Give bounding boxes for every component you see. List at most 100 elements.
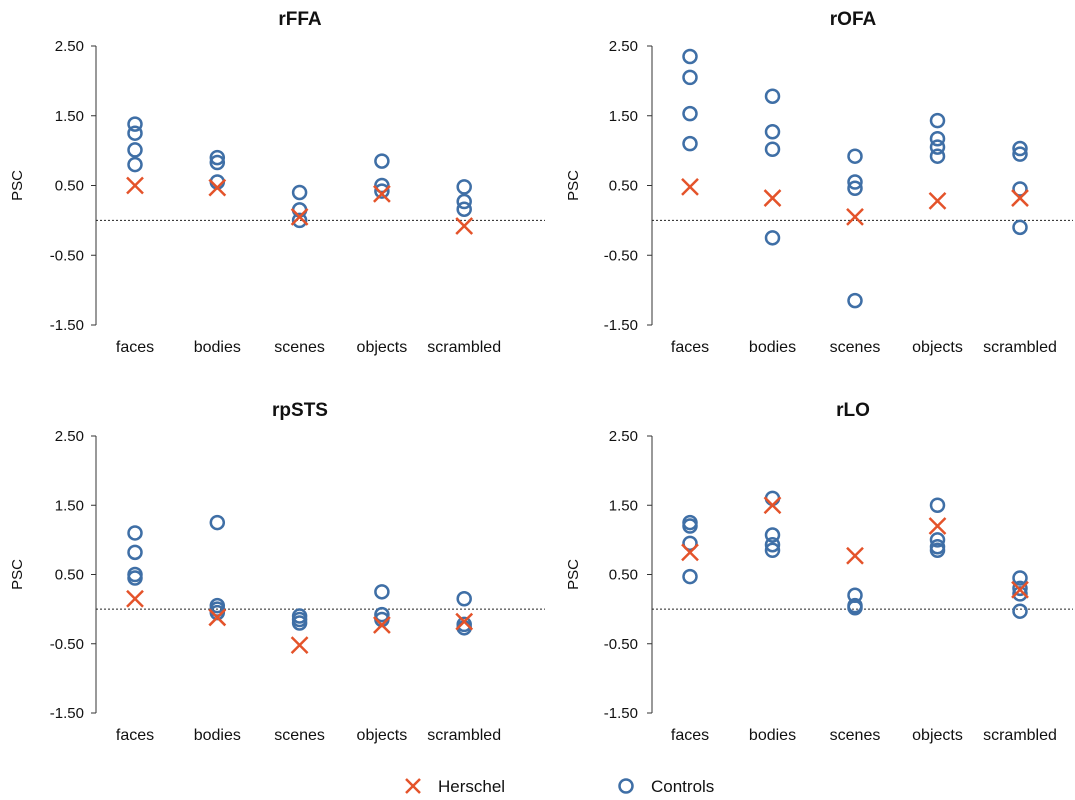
controls-point	[764, 230, 781, 246]
controls-point	[291, 212, 308, 229]
y-axis-label: PSC	[9, 559, 26, 590]
herschel-point	[681, 178, 699, 196]
legend-herschel-marker	[405, 778, 421, 794]
chart-panel-rpSTS: rpSTS 2.50 1.50 0.50 -0.50 -1.50 PSC faces bodie…	[9, 400, 545, 744]
controls-point	[1012, 580, 1028, 597]
controls-point	[764, 124, 781, 140]
controls-point	[682, 48, 698, 65]
controls-point	[929, 532, 946, 548]
controls-point	[1012, 586, 1028, 602]
y-tick-label: -0.50	[604, 636, 638, 653]
y-axis-label: PSC	[9, 170, 26, 201]
controls-point	[209, 154, 226, 171]
controls-point	[374, 153, 390, 169]
y-tick-label: -0.50	[50, 247, 84, 264]
chart-title: rpSTS	[272, 400, 328, 421]
x-category-label: bodies	[749, 339, 796, 356]
controls-point	[929, 131, 946, 147]
legend-controls-marker	[618, 778, 634, 794]
herschel-point	[681, 543, 699, 562]
x-category-label: bodies	[749, 727, 796, 744]
controls-point	[1012, 140, 1028, 157]
y-tick-label: 1.50	[55, 497, 84, 514]
x-category-label: scrambled	[983, 727, 1057, 744]
y-tick-label: 0.50	[609, 567, 638, 584]
herschel-point	[373, 184, 391, 203]
x-category-label: scenes	[830, 339, 881, 356]
controls-point	[127, 116, 143, 132]
herschel-point	[290, 636, 309, 655]
controls-point	[764, 542, 781, 559]
x-category-label: scrambled	[427, 727, 501, 744]
controls-point	[764, 490, 781, 507]
x-category-label: scenes	[274, 727, 325, 744]
chart-panel-rLO: rLO 2.50 1.50 0.50 -0.50 -1.50 PSC faces bodies s…	[565, 400, 1073, 744]
controls-point	[374, 183, 390, 199]
legend-herschel-label: Herschel	[438, 777, 505, 796]
controls-point	[291, 615, 308, 631]
controls-point	[847, 599, 863, 616]
x-category-label: scrambled	[427, 339, 501, 356]
herschel-point	[455, 217, 474, 235]
herschel-point	[126, 176, 144, 195]
controls-point	[929, 497, 946, 513]
herschel-point	[290, 208, 309, 226]
y-tick-label: 0.50	[55, 178, 84, 195]
y-tick-label: 0.50	[609, 178, 638, 195]
controls-point	[764, 88, 781, 104]
controls-point	[1012, 146, 1028, 162]
controls-point	[847, 174, 863, 190]
x-category-label: objects	[357, 727, 408, 744]
controls-point	[682, 518, 698, 534]
controls-point	[127, 525, 143, 541]
herschel-point	[763, 189, 782, 207]
controls-point	[682, 135, 698, 152]
herschel-point	[928, 517, 947, 535]
herschel-point	[208, 178, 227, 197]
y-tick-label: 1.50	[609, 108, 638, 125]
chart-title: rOFA	[830, 9, 877, 30]
y-tick-label: -1.50	[604, 705, 638, 722]
controls-point	[929, 112, 946, 129]
herschel-point	[373, 616, 391, 634]
controls-point	[456, 193, 472, 210]
chart-title: rFFA	[278, 9, 322, 30]
controls-point	[209, 514, 226, 531]
x-category-label: bodies	[194, 727, 241, 744]
x-category-label: objects	[357, 339, 408, 356]
controls-point	[127, 544, 143, 561]
legend: Herschel Controls	[405, 777, 714, 796]
controls-point	[682, 105, 698, 122]
controls-point	[127, 156, 143, 173]
x-category-label: scrambled	[983, 339, 1057, 356]
y-tick-label: 0.50	[55, 567, 84, 584]
controls-point	[764, 536, 781, 553]
chart-title: rLO	[836, 400, 870, 421]
controls-point	[1012, 570, 1028, 586]
controls-point	[209, 149, 226, 166]
controls-point	[1012, 219, 1028, 236]
herschel-point	[846, 208, 864, 226]
herschel-point	[846, 546, 864, 565]
y-tick-label: -1.50	[50, 317, 84, 334]
x-category-label: faces	[116, 339, 154, 356]
y-axis-label: PSC	[565, 559, 582, 590]
x-category-label: faces	[116, 727, 154, 744]
y-tick-label: 1.50	[609, 497, 638, 514]
controls-point	[1012, 603, 1028, 619]
x-category-label: faces	[671, 339, 709, 356]
controls-point	[291, 184, 308, 201]
controls-point	[682, 535, 698, 552]
chart-panel-rOFA: rOFA 2.50 1.50 0.50 -0.50 -1.50 PSC faces bodies…	[565, 9, 1073, 356]
controls-point	[127, 125, 143, 141]
herschel-point	[1011, 580, 1029, 599]
y-tick-label: 2.50	[609, 428, 638, 445]
chart-panel-rFFA: rFFA 2.50 1.50 0.50 -0.50 -1.50 PSC faces bodies…	[9, 9, 545, 356]
controls-point	[456, 590, 472, 607]
controls-point	[764, 141, 781, 157]
controls-point	[847, 292, 863, 309]
y-tick-label: 2.50	[55, 428, 84, 445]
x-category-label: scenes	[274, 339, 325, 356]
herschel-point	[208, 608, 227, 627]
controls-point	[764, 527, 781, 543]
